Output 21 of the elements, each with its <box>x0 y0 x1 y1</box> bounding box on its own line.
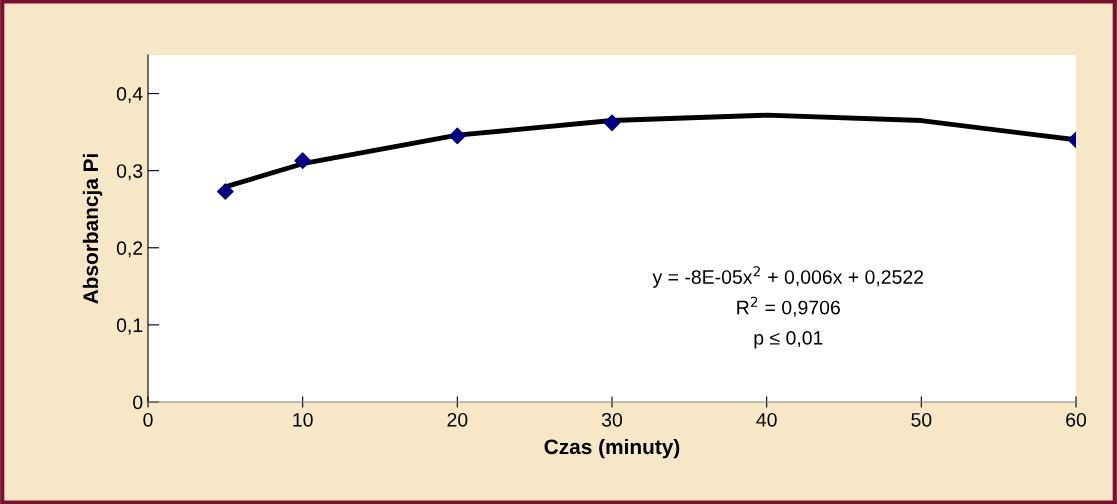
point <box>603 114 621 132</box>
point <box>217 183 234 200</box>
annotation: y = -8E-05x$^{2}$ + 0,006x + 0,2522 <box>652 266 924 288</box>
annotation: R$^{2}$ = 0,9706 <box>737 296 840 317</box>
point <box>449 127 466 145</box>
x-tick-label: 10 <box>293 412 313 427</box>
y-tick-label: 0,4 <box>116 87 143 104</box>
y-axis-title: Absorbancja Pi <box>82 154 103 304</box>
annotation: p ≤ 0,01 <box>754 330 823 349</box>
y-tick-label: 0,3 <box>116 164 143 181</box>
y-tick-label: 0,1 <box>116 318 143 335</box>
x-tick-label: 40 <box>756 412 777 427</box>
x-tick-label: 60 <box>1066 412 1087 427</box>
y-tick-label: 0,2 <box>116 241 143 258</box>
x-tick-label: 30 <box>601 412 623 427</box>
x-tick-label: 0 <box>143 412 153 427</box>
x-axis-title: Czas (minuty) <box>544 438 680 459</box>
x-tick-label: 20 <box>447 412 468 427</box>
x-tick-label: 50 <box>911 412 932 427</box>
y-tick-label: 0 <box>133 395 143 410</box>
point <box>294 152 311 169</box>
